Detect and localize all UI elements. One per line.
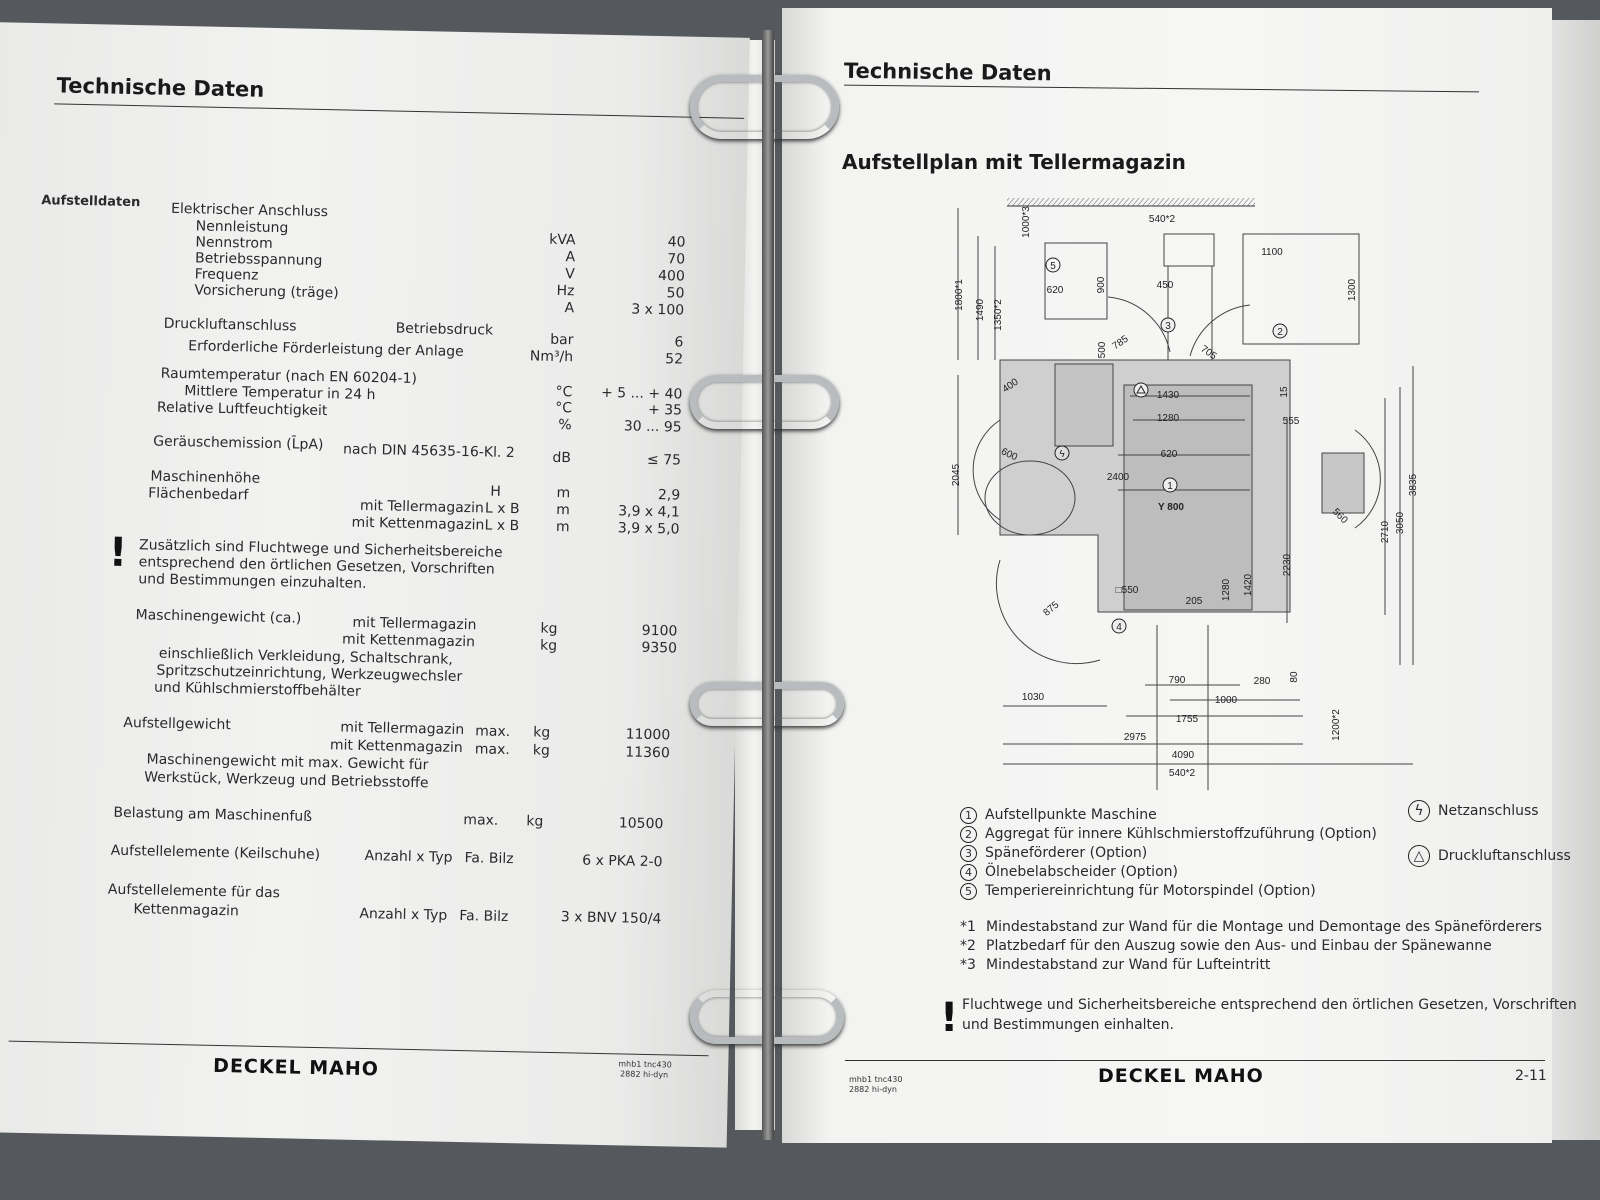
binder-spine — [762, 30, 774, 1140]
legend-item: 3 Späneförderer (Option) — [960, 845, 1147, 862]
legend-text: Ölnebelabscheider (Option) — [985, 864, 1178, 880]
dim-label: 785 — [1111, 333, 1131, 352]
marker-1: 1 — [1162, 477, 1178, 493]
svg-text:3: 3 — [1165, 321, 1171, 332]
legend-text: Aufstellpunkte Maschine — [985, 807, 1157, 823]
diagram-outlines — [957, 208, 1414, 790]
footer-rule — [845, 1060, 1545, 1061]
deckel-maho-logo: DECKEL MAHO — [1098, 1065, 1264, 1087]
dim-label: 4090 — [1172, 750, 1195, 761]
dim-label: □550 — [1116, 585, 1139, 596]
dim-label: 900 — [1096, 276, 1107, 293]
dim-label: 2230 — [1282, 553, 1293, 576]
dim-label: 3050 — [1395, 511, 1406, 534]
dim-label: 540*2 — [1149, 214, 1176, 225]
dim-label: 1755 — [1176, 714, 1199, 725]
dim-label: 1000*3 — [1021, 206, 1032, 238]
diagram-markers: 5 3 2 1 4 ϟ — [1045, 257, 1288, 634]
marker-2: 2 — [1272, 323, 1288, 339]
footer-code: 2882 hi-dyn — [849, 1085, 897, 1094]
footnote: *2 Platzbedarf für den Auszug sowie den A… — [960, 938, 1492, 954]
marker-3: 3 — [1160, 317, 1176, 333]
dim-label: 1490 — [975, 298, 986, 321]
dim-label: 2975 — [1124, 732, 1147, 743]
legend-item: 2 Aggregat für innere Kühlschmierstoffzuf… — [960, 826, 1377, 843]
dim-label: 540*2 — [1169, 768, 1196, 779]
legend-item: 1 Aufstellpunkte Maschine — [960, 807, 1157, 824]
legend-text: Druckluftanschluss — [1438, 848, 1571, 864]
dim-label: 205 — [1186, 596, 1203, 607]
legend-text: Späneförderer (Option) — [985, 845, 1148, 861]
footer-code: mhb1 tnc430 — [849, 1075, 903, 1084]
note-line: und Bestimmungen einhalten. — [962, 1017, 1174, 1033]
dim-label: 875 — [1041, 599, 1061, 618]
diagram-title: Aufstellplan mit Tellermagazin — [842, 150, 1186, 174]
dim-label: 1420 — [1243, 573, 1254, 596]
dim-label: 80 — [1289, 671, 1300, 683]
dim-label: 555 — [1283, 416, 1300, 427]
dimension-labels: 540*2 1000*3 1800*1 1490 1350*2 900 620 … — [951, 206, 1419, 779]
legend-item: 4 Ölnebelabscheider (Option) — [960, 864, 1178, 881]
dim-label: 2045 — [951, 463, 962, 486]
dim-label: 1430 — [1157, 390, 1180, 401]
legend-number: 4 — [960, 864, 977, 881]
dim-label: 620 — [1047, 285, 1064, 296]
page-number: 2-11 — [1515, 1068, 1547, 1084]
dim-label: 3835 — [1408, 473, 1419, 496]
footnote: *1 Mindestabstand zur Wand für die Montag… — [960, 919, 1542, 935]
dim-label: 1000 — [1215, 695, 1238, 706]
warning-exclamation-icon: ! — [940, 995, 959, 1041]
dim-label: 1030 — [1022, 692, 1045, 703]
footnote-text: Platzbedarf für den Auszug sowie den Aus… — [986, 938, 1492, 954]
dim-label: 1280 — [1221, 578, 1232, 601]
marker-4: 4 — [1111, 618, 1127, 634]
dim-label: 1100 — [1261, 247, 1283, 258]
legend-number: 3 — [960, 845, 977, 862]
legend-number: 2 — [960, 826, 977, 843]
dim-label: 1300 — [1347, 278, 1358, 301]
dim-label: 1800*1 — [954, 279, 965, 311]
footnote-text: Mindestabstand zur Wand für Lufteintritt — [986, 957, 1271, 973]
dim-label: 1200*2 — [1331, 709, 1342, 741]
triangle-icon: △ — [1408, 845, 1430, 867]
legend-symbol: △ Druckluftanschluss — [1408, 845, 1571, 867]
svg-text:1: 1 — [1167, 481, 1173, 492]
dim-label: 1350*2 — [993, 299, 1004, 331]
dim-label: 790 — [1169, 675, 1186, 686]
dim-label: Y 800 — [1158, 502, 1184, 513]
footnote-mark: *3 — [960, 957, 976, 973]
dim-label: 500 — [1097, 341, 1108, 358]
note-line: Fluchtwege und Sicherheitsbereiche entsp… — [962, 997, 1577, 1013]
air-connection-triangle-icon — [1133, 382, 1149, 398]
legend-number: 5 — [960, 883, 977, 900]
dim-label: 450 — [1157, 280, 1174, 291]
right-page: Technische Daten Aufstellplan mit Teller… — [782, 8, 1552, 1143]
footnote-text: Mindestabstand zur Wand für die Montage … — [986, 919, 1542, 935]
legend-text: Temperiereinrichtung für Motorspindel (O… — [985, 883, 1316, 899]
dim-label: 280 — [1254, 676, 1271, 687]
legend-text: Aggregat für innere Kühlschmierstoffzufü… — [985, 826, 1377, 842]
marker-5: 5 — [1045, 257, 1061, 273]
legend-symbol: ϟ Netzanschluss — [1408, 800, 1539, 822]
power-connection-lightning-icon: ϟ — [1054, 445, 1070, 461]
footnote-mark: *2 — [960, 938, 976, 954]
footnote-mark: *1 — [960, 919, 976, 935]
footnote: *3 Mindestabstand zur Wand für Lufteintri… — [960, 957, 1270, 973]
legend-item: 5 Temperiereinrichtung für Motorspindel (… — [960, 883, 1316, 900]
legend-text: Netzanschluss — [1438, 803, 1539, 819]
dim-label: 2710 — [1380, 520, 1391, 543]
dim-label: 620 — [1161, 449, 1178, 460]
svg-text:4: 4 — [1116, 622, 1122, 633]
svg-text:2: 2 — [1277, 327, 1283, 338]
svg-text:5: 5 — [1050, 261, 1056, 272]
svg-text:ϟ: ϟ — [1059, 449, 1065, 460]
dim-label: 15 — [1279, 386, 1290, 398]
dim-label: 1280 — [1157, 413, 1180, 424]
legend-number: 1 — [960, 807, 977, 824]
wall-hatching — [1007, 198, 1255, 206]
dim-label: 2400 — [1107, 472, 1130, 483]
lightning-icon: ϟ — [1408, 800, 1430, 822]
